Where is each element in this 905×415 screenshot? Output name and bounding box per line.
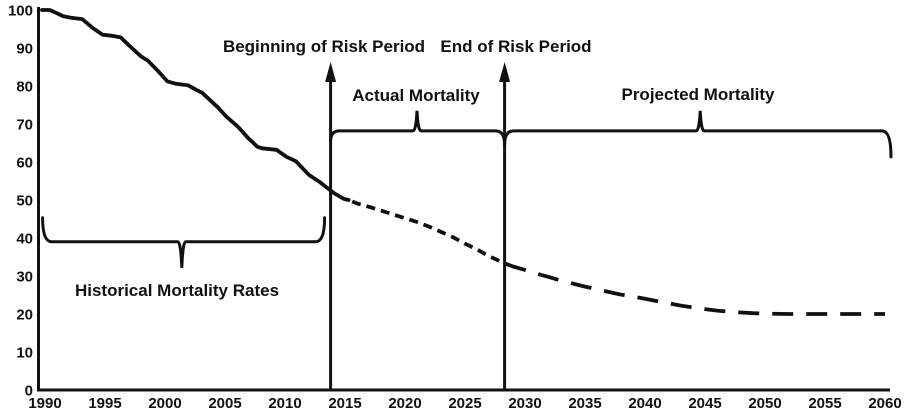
y-tick-40: 40 xyxy=(16,231,33,248)
y-tick-60: 60 xyxy=(16,155,33,172)
x-tick-2005: 2005 xyxy=(208,395,241,412)
risk-marker-arrowhead-1 xyxy=(499,62,511,82)
actual-mortality-label: Actual Mortality xyxy=(352,86,480,105)
y-tick-10: 10 xyxy=(16,345,33,362)
y-tick-20: 20 xyxy=(16,307,33,324)
end-of-risk-label: End of Risk Period xyxy=(440,37,592,56)
risk-marker-arrowhead-0 xyxy=(325,62,337,82)
x-tick-2055: 2055 xyxy=(808,395,841,412)
x-tick-2025: 2025 xyxy=(448,395,481,412)
beginning-of-risk-label: Beginning of Risk Period xyxy=(222,37,426,56)
x-tick-2010: 2010 xyxy=(268,395,301,412)
x-tick-2045: 2045 xyxy=(688,395,721,412)
x-tick-2035: 2035 xyxy=(568,395,601,412)
brace-1 xyxy=(329,110,507,147)
projected-mortality-label: Projected Mortality xyxy=(621,85,775,104)
y-tick-90: 90 xyxy=(16,41,33,58)
y-tick-100: 100 xyxy=(8,3,33,20)
x-tick-2020: 2020 xyxy=(388,395,421,412)
brace-0 xyxy=(41,216,327,268)
x-tick-2000: 2000 xyxy=(148,395,181,412)
x-tick-2015: 2015 xyxy=(328,395,361,412)
x-tick-2060: 2060 xyxy=(868,395,901,412)
y-tick-50: 50 xyxy=(16,193,33,210)
brace-2 xyxy=(503,110,893,159)
series-line-1 xyxy=(351,199,507,266)
y-tick-70: 70 xyxy=(16,117,33,134)
x-tick-2040: 2040 xyxy=(628,395,661,412)
y-tick-0: 0 xyxy=(25,383,33,400)
series-line-0 xyxy=(40,8,351,202)
x-tick-2050: 2050 xyxy=(748,395,781,412)
x-tick-1990: 1990 xyxy=(28,395,61,412)
y-tick-80: 80 xyxy=(16,79,33,96)
x-tick-2030: 2030 xyxy=(508,395,541,412)
historical-mortality-label: Historical Mortality Rates xyxy=(74,281,280,300)
x-tick-1995: 1995 xyxy=(88,395,121,412)
y-tick-30: 30 xyxy=(16,269,33,286)
axes xyxy=(37,7,890,392)
series-line-2 xyxy=(505,262,885,316)
